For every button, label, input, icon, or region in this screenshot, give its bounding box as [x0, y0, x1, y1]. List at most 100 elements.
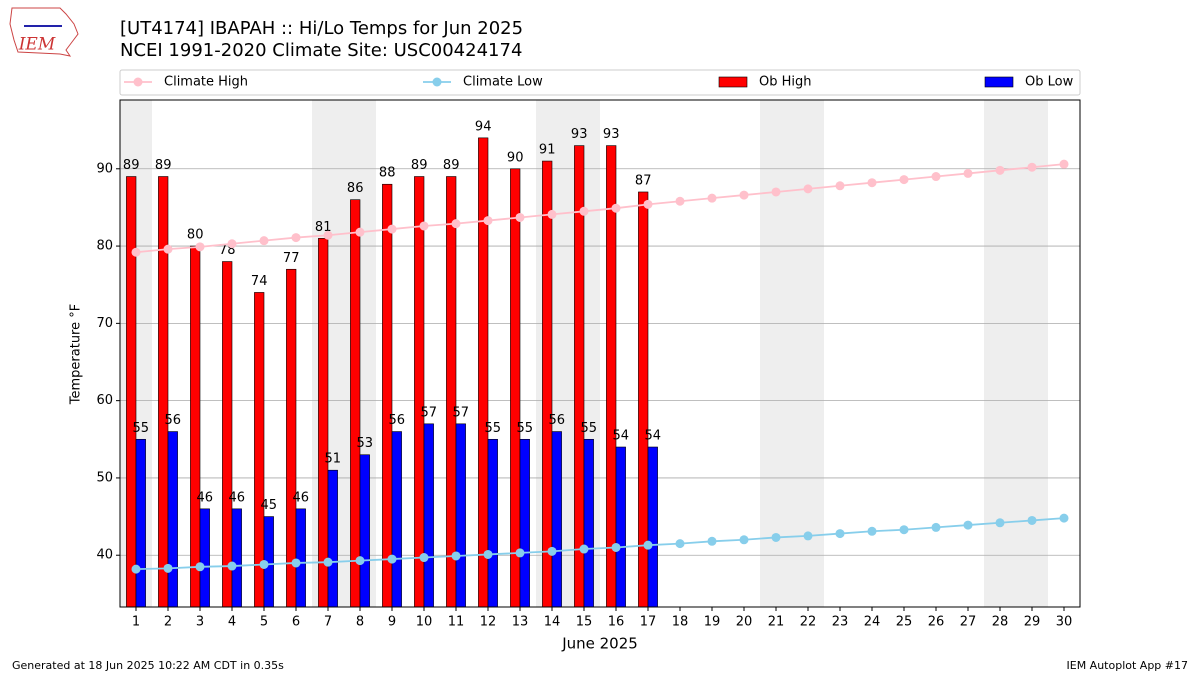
bar — [510, 168, 521, 608]
marker — [995, 518, 1005, 528]
logo: IEM — [9, 7, 79, 57]
marker — [835, 529, 845, 539]
legend-label: Ob Low — [1025, 75, 1074, 90]
x-tick-label: 10 — [416, 615, 433, 630]
marker — [771, 187, 781, 197]
marker — [611, 203, 621, 213]
data-label: 55 — [581, 421, 598, 436]
marker — [579, 544, 589, 554]
data-label: 87 — [635, 173, 652, 188]
chart-title: [UT4174] IBAPAH :: Hi/Lo Temps for Jun 2… — [120, 18, 523, 39]
legend-marker — [432, 77, 442, 87]
x-tick-label: 28 — [992, 615, 1009, 630]
data-label: 54 — [645, 429, 662, 444]
legend-label: Ob High — [759, 75, 812, 90]
bar — [519, 438, 530, 608]
x-tick-label: 6 — [292, 615, 300, 630]
marker — [643, 540, 653, 550]
bar — [286, 268, 297, 608]
bar — [158, 176, 169, 608]
marker — [707, 536, 717, 546]
marker — [579, 206, 589, 216]
bar — [350, 199, 361, 608]
x-tick-label: 24 — [864, 615, 881, 630]
bar — [446, 176, 457, 608]
y-axis-label: Temperature °F — [69, 304, 84, 405]
marker — [931, 522, 941, 532]
x-tick-label: 12 — [480, 615, 497, 630]
y-tick-label: 90 — [96, 161, 113, 176]
x-tick-label: 1 — [132, 615, 140, 630]
marker — [707, 193, 717, 203]
data-label: 54 — [613, 429, 630, 444]
data-label: 57 — [453, 405, 470, 420]
marker — [323, 230, 333, 240]
data-label: 51 — [325, 452, 342, 467]
marker — [419, 221, 429, 231]
marker — [227, 561, 237, 571]
weekend-shade — [984, 100, 1016, 607]
marker — [1059, 159, 1069, 169]
legend-swatch — [984, 76, 1014, 88]
bar — [423, 423, 434, 608]
data-label: 90 — [507, 150, 524, 165]
logo-text: IEM — [18, 35, 56, 55]
data-label: 46 — [229, 490, 246, 505]
bar — [583, 438, 594, 608]
data-label: 86 — [347, 181, 364, 196]
marker — [291, 233, 301, 243]
bar — [126, 176, 137, 608]
marker — [355, 556, 365, 566]
marker — [163, 244, 173, 254]
marker — [963, 520, 973, 530]
marker — [547, 546, 557, 556]
data-label: 89 — [123, 158, 140, 173]
x-tick-label: 17 — [640, 615, 657, 630]
data-label: 89 — [411, 158, 428, 173]
x-tick-label: 21 — [768, 615, 785, 630]
data-label: 93 — [571, 127, 588, 142]
data-label: 89 — [443, 158, 460, 173]
bar — [615, 446, 626, 608]
marker — [867, 178, 877, 188]
data-label: 74 — [251, 274, 268, 289]
data-label: 53 — [357, 436, 374, 451]
bar — [254, 292, 265, 608]
legend-swatch — [718, 76, 748, 88]
x-tick-label: 16 — [608, 615, 625, 630]
marker — [899, 175, 909, 185]
data-label: 57 — [421, 405, 438, 420]
x-tick-label: 8 — [356, 615, 364, 630]
logo-outline — [9, 7, 79, 57]
x-tick-label: 13 — [512, 615, 529, 630]
x-tick-label: 27 — [960, 615, 977, 630]
x-tick-label: 29 — [1024, 615, 1041, 630]
y-tick-label: 80 — [96, 239, 113, 254]
line — [135, 517, 1065, 571]
marker — [387, 554, 397, 564]
x-tick-label: 25 — [896, 615, 913, 630]
marker — [899, 525, 909, 535]
x-tick-label: 2 — [164, 615, 172, 630]
legend-marker — [133, 77, 143, 87]
x-tick-label: 15 — [576, 615, 593, 630]
marker — [419, 553, 429, 563]
marker — [259, 559, 269, 569]
marker — [451, 219, 461, 229]
x-tick-label: 23 — [832, 615, 849, 630]
y-tick-label: 40 — [96, 548, 113, 563]
marker — [387, 224, 397, 234]
x-tick-label: 26 — [928, 615, 945, 630]
bar — [647, 446, 658, 608]
data-label: 56 — [549, 413, 566, 428]
marker — [291, 558, 301, 568]
plot-frame — [119, 99, 1081, 608]
legend-box — [119, 69, 1081, 96]
data-label: 88 — [379, 166, 396, 181]
marker — [195, 242, 205, 252]
marker — [867, 526, 877, 536]
data-label: 55 — [133, 421, 150, 436]
bar — [327, 469, 338, 608]
marker — [963, 168, 973, 178]
